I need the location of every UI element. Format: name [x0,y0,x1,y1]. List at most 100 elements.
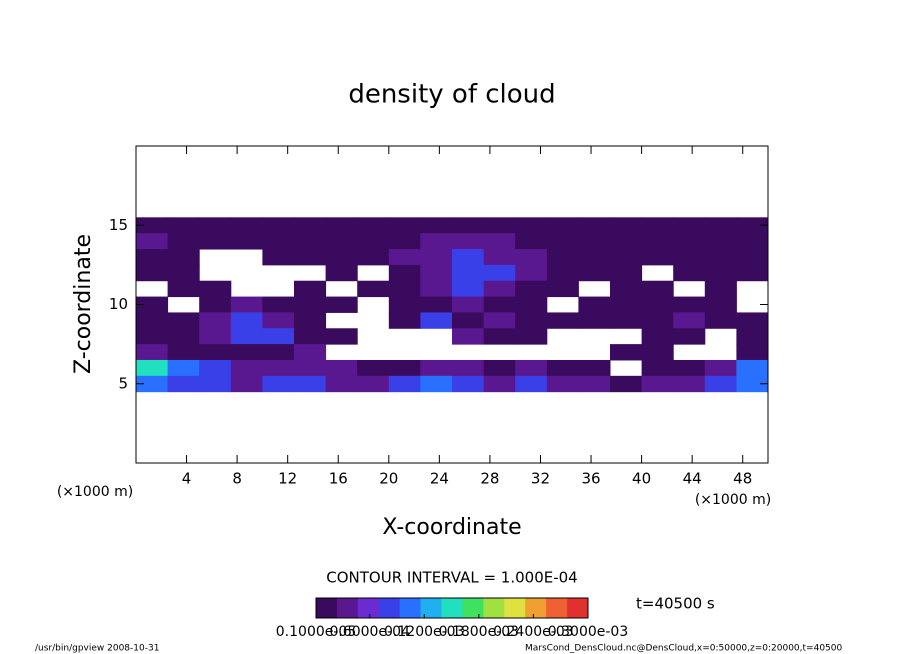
cell [388,233,421,250]
cell [641,375,674,393]
cell [546,264,579,282]
cell [420,233,453,250]
cell [483,359,516,377]
cell [136,344,169,361]
cell [167,359,200,377]
cell [452,280,485,298]
cell [230,344,263,361]
cell [704,312,737,329]
cell [673,296,706,313]
cell [515,264,548,282]
cell [452,217,485,234]
cell [483,264,516,282]
cell [199,328,232,345]
cell [736,328,769,345]
cell [641,312,674,329]
cell [546,249,579,266]
cell [736,233,769,250]
colorbar-label: 0.1000e-05 [276,624,356,640]
cell [673,375,706,393]
cell [641,296,674,313]
cell [262,344,295,361]
cell [294,359,327,377]
cell [262,375,295,393]
cell [325,233,358,250]
cell [199,296,232,313]
cell [199,344,232,361]
cell [515,233,548,250]
cell [452,296,485,313]
cell [136,375,169,393]
cell [483,312,516,329]
cell [262,328,295,345]
colorbar-swatch [420,598,442,618]
colorbar-swatch [567,598,589,618]
cell [262,312,295,329]
cell [325,249,358,266]
x-unit-left: (×1000 m) [57,484,133,500]
x-axis-label: X-coordinate [382,515,521,540]
cell [546,312,579,329]
cell [230,296,263,313]
cell [294,328,327,345]
cell [515,296,548,313]
colorbar-swatch [525,598,547,618]
cell [420,280,453,298]
cell [294,296,327,313]
colorbar-swatch [462,598,484,618]
cell [420,312,453,329]
cell [578,217,611,234]
cell [704,280,737,298]
cell [610,296,643,313]
cell [294,312,327,329]
cell [167,328,200,345]
x-tick-label: 40 [632,470,651,488]
cell [230,312,263,329]
cell [388,312,421,329]
cell [452,249,485,266]
colorbar-swatch [357,598,380,618]
cell [673,328,706,345]
cell [704,217,737,234]
cell [673,359,706,377]
x-tick-label: 44 [683,470,702,488]
colorbar-label: 0.1200e-03 [384,624,464,640]
cell [420,249,453,266]
cell [294,375,327,393]
cell [388,249,421,266]
cell [388,217,421,234]
cell [736,375,769,393]
colorbar-swatch [504,598,526,618]
cell [673,312,706,329]
cell [357,233,390,250]
cell [452,375,485,393]
cell [578,359,611,377]
cell [704,233,737,250]
cell [483,249,516,266]
cell [546,359,579,377]
cell [483,328,516,345]
cell [262,296,295,313]
cell [610,375,643,393]
cell [641,328,674,345]
cell [704,375,737,393]
y-tick-label: 10 [109,295,128,313]
cell [199,359,232,377]
cell [704,264,737,282]
cell [357,280,390,298]
cell [167,375,200,393]
cell [546,233,579,250]
cell [736,344,769,361]
cell [578,233,611,250]
cell [452,264,485,282]
cell [325,375,358,393]
cell [452,359,485,377]
cell [230,233,263,250]
x-tick-label: 48 [733,470,752,488]
cell [294,233,327,250]
cell [736,312,769,329]
cell [610,233,643,250]
cell [736,217,769,234]
cell [294,217,327,234]
